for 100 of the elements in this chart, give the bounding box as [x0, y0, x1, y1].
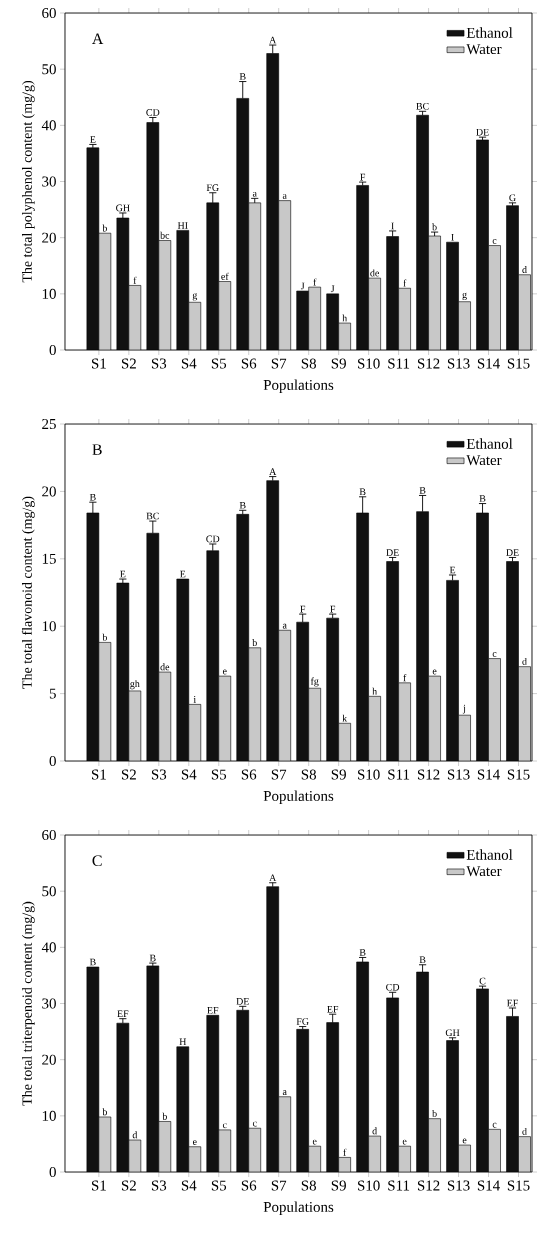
data-label: b [102, 224, 107, 232]
x-tick-label: S8 [301, 1180, 316, 1191]
data-label: bc [160, 231, 170, 239]
data-label: b [102, 633, 107, 641]
data-label: b [102, 1108, 107, 1116]
data-label: f [343, 1148, 347, 1156]
x-tick-label: S2 [121, 1180, 136, 1191]
x-tick-label: S13 [447, 1180, 470, 1191]
data-label: j [462, 704, 466, 714]
y-tick-label: 0 [49, 344, 56, 356]
data-label: DE [506, 549, 519, 556]
data-label: e [312, 1139, 317, 1145]
data-label: h [342, 314, 347, 322]
x-tick-label: S4 [181, 769, 197, 780]
data-label: DE [476, 128, 489, 136]
data-label: H [179, 1038, 187, 1046]
y-tick-label: 10 [42, 621, 56, 632]
data-label: c [492, 239, 497, 244]
x-tick-label: S5 [211, 358, 227, 369]
data-label: a [282, 1090, 287, 1096]
x-tick-label: S3 [151, 769, 167, 780]
data-label: CD [386, 983, 400, 991]
data-label: d [522, 1127, 527, 1135]
data-label: B [89, 958, 96, 966]
legend-label: Ethanol [466, 27, 513, 38]
data-label: HI [177, 222, 188, 229]
y-tick-label: 20 [42, 1054, 56, 1065]
x-tick-label: S1 [91, 358, 106, 369]
data-label: fg [310, 677, 319, 687]
data-label: FG [206, 184, 219, 192]
data-label: E [120, 570, 126, 578]
data-label: e [432, 669, 437, 675]
x-tick-label: S15 [507, 1180, 530, 1191]
data-label: f [403, 279, 407, 287]
y-tick-label: 60 [42, 829, 56, 841]
data-label: G [509, 194, 516, 202]
data-label: B [359, 488, 366, 496]
data-label: e [402, 1139, 407, 1145]
x-axis-title: Populations [263, 1201, 334, 1216]
x-tick-label: S9 [331, 358, 346, 369]
data-label: C [479, 977, 486, 985]
x-tick-label: S2 [121, 769, 136, 780]
data-label: g [462, 292, 467, 301]
legend-label: Water [466, 866, 502, 877]
x-tick-label: S14 [477, 1180, 500, 1191]
x-tick-label: S5 [211, 1180, 227, 1191]
x-tick-label: S7 [271, 358, 287, 369]
data-label: EF [117, 1010, 129, 1017]
data-label: c [252, 1121, 257, 1127]
data-label: b [432, 1109, 437, 1117]
y-axis-title: The total polyphenol content (mg/g) [21, 81, 35, 283]
x-tick-label: S10 [357, 1180, 380, 1191]
data-label: B [479, 495, 486, 502]
y-tick-label: 30 [42, 176, 56, 187]
legend-label: Ethanol [466, 438, 513, 449]
data-label: B [239, 73, 246, 80]
x-tick-label: S9 [331, 1180, 346, 1191]
data-label: EF [327, 1005, 339, 1013]
data-label: DE [236, 998, 249, 1005]
data-label: A [269, 36, 277, 44]
y-tick-label: 30 [42, 998, 56, 1009]
data-label: BC [146, 512, 159, 520]
y-tick-label: 25 [42, 419, 56, 430]
x-tick-label: S6 [241, 1180, 257, 1191]
data-label: F [360, 173, 366, 181]
data-label: DE [386, 549, 399, 556]
data-label: a [282, 623, 287, 629]
x-tick-label: S3 [151, 358, 167, 369]
data-label: f [133, 276, 137, 284]
y-tick-label: 50 [42, 886, 56, 897]
x-axis-title: Populations [263, 790, 334, 805]
data-label: B [239, 502, 246, 509]
data-label: I [451, 233, 454, 241]
annotation: A [91, 33, 104, 44]
data-label: BC [416, 102, 429, 110]
data-label: e [192, 1140, 197, 1146]
y-tick-label: 0 [49, 755, 56, 767]
y-tick-label: 5 [49, 688, 56, 699]
data-label: c [492, 652, 497, 657]
data-label: f [313, 278, 317, 286]
y-tick-label: 20 [42, 232, 56, 243]
x-tick-label: S8 [301, 358, 316, 369]
data-label: GH [116, 204, 130, 212]
x-tick-label: S10 [357, 769, 380, 780]
x-tick-label: S14 [477, 769, 500, 780]
x-tick-label: S13 [447, 358, 470, 369]
data-label: d [522, 266, 527, 274]
data-label: I [391, 222, 394, 230]
x-tick-label: S7 [271, 1180, 287, 1191]
x-tick-label: S11 [388, 1180, 410, 1191]
x-tick-label: S5 [211, 769, 227, 780]
x-tick-label: S3 [151, 1180, 167, 1191]
data-label: EF [506, 999, 518, 1007]
x-tick-label: S1 [91, 1180, 106, 1191]
data-label: B [419, 956, 426, 964]
data-label: CD [206, 535, 220, 543]
x-tick-label: S4 [181, 1180, 197, 1191]
data-label: EF [207, 1007, 219, 1014]
data-label: A [269, 874, 277, 882]
data-label: f [403, 674, 407, 682]
